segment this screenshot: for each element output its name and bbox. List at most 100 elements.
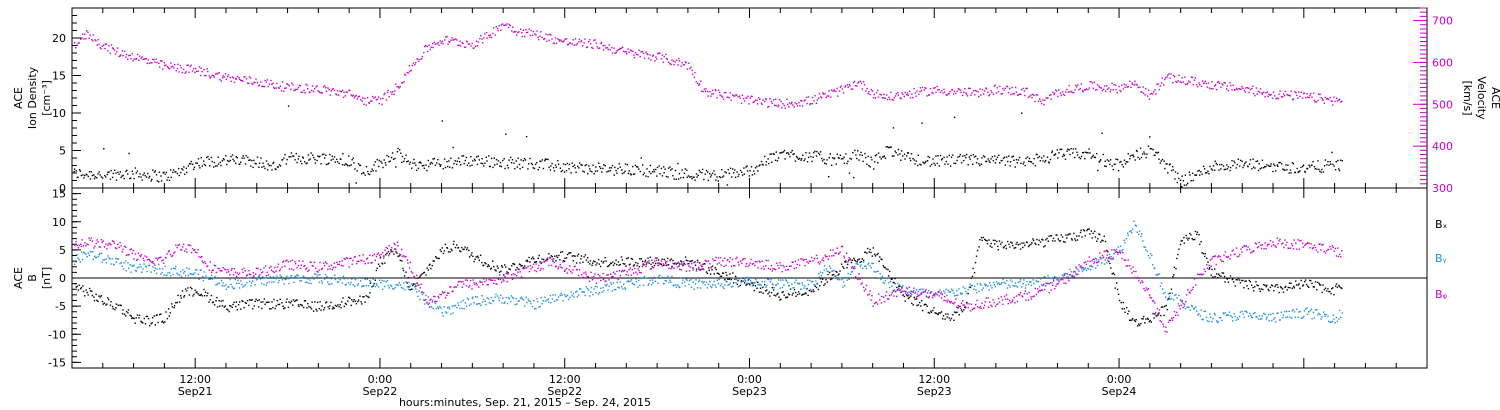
data-point — [1256, 160, 1259, 162]
data-point — [1280, 96, 1283, 98]
data-point — [1085, 88, 1088, 90]
data-point — [764, 100, 766, 103]
data-point — [939, 289, 941, 291]
data-point — [168, 68, 171, 70]
data-point — [422, 272, 425, 274]
data-point — [270, 269, 273, 272]
data-point — [1071, 239, 1073, 241]
data-point — [1309, 310, 1312, 312]
data-point — [855, 262, 857, 265]
data-point — [1298, 311, 1300, 313]
data-point — [166, 253, 168, 255]
data-point — [1101, 89, 1104, 92]
data-point — [758, 284, 760, 286]
data-point — [332, 88, 334, 90]
data-point — [162, 68, 164, 70]
data-point — [1060, 148, 1063, 151]
data-point — [1092, 154, 1094, 157]
data-point — [582, 291, 584, 293]
data-point — [213, 161, 216, 164]
data-point — [906, 288, 909, 290]
data-point — [225, 284, 227, 286]
data-point — [1070, 271, 1072, 273]
data-point — [1069, 153, 1071, 156]
data-point — [141, 56, 143, 58]
data-point — [274, 276, 276, 279]
data-point — [940, 291, 943, 293]
data-point — [446, 312, 448, 314]
data-point — [230, 269, 233, 271]
data-point — [256, 82, 259, 84]
data-point — [92, 34, 95, 36]
data-point — [278, 164, 281, 166]
data-point — [848, 172, 851, 174]
data-point — [193, 68, 195, 70]
data-point — [946, 316, 948, 318]
data-point — [449, 166, 451, 168]
data-point — [461, 155, 463, 157]
data-point — [929, 87, 932, 90]
data-point — [642, 277, 644, 279]
data-point — [243, 285, 245, 287]
data-point — [158, 66, 161, 68]
data-point — [1035, 153, 1038, 156]
data-point — [583, 291, 585, 293]
data-point — [474, 159, 476, 162]
data-point — [1133, 319, 1136, 321]
data-point — [375, 170, 377, 172]
data-point — [1164, 292, 1166, 294]
data-point — [503, 302, 505, 304]
data-point — [476, 255, 479, 257]
data-point — [1142, 318, 1144, 320]
data-point — [294, 159, 296, 161]
data-point — [1082, 229, 1085, 231]
data-point — [1121, 84, 1123, 86]
data-point — [231, 76, 234, 78]
data-point — [235, 162, 237, 164]
data-point — [503, 158, 505, 160]
data-point — [1023, 242, 1025, 244]
data-point — [611, 52, 614, 54]
data-point — [943, 156, 945, 159]
data-point — [452, 39, 454, 41]
data-point — [415, 288, 417, 290]
data-point — [647, 257, 649, 259]
data-point — [1208, 87, 1211, 89]
data-point — [877, 277, 880, 279]
data-point — [1001, 159, 1003, 162]
data-point — [156, 61, 158, 64]
data-point — [102, 177, 104, 179]
data-point — [1076, 151, 1078, 153]
data-point — [809, 288, 812, 290]
data-point — [165, 64, 167, 66]
data-point — [161, 60, 163, 62]
data-point — [1147, 318, 1149, 320]
data-point — [1069, 91, 1071, 93]
data-point — [1338, 309, 1341, 312]
data-point — [492, 32, 494, 35]
data-point — [568, 163, 571, 166]
data-point — [193, 166, 196, 168]
data-point — [1160, 160, 1162, 162]
data-point — [1233, 160, 1235, 162]
data-point — [397, 255, 399, 258]
data-point — [652, 262, 654, 264]
data-point — [1328, 164, 1330, 166]
data-point — [1058, 89, 1060, 91]
data-point — [897, 154, 899, 156]
data-point — [1289, 316, 1291, 318]
data-point — [1059, 277, 1061, 279]
data-point — [351, 95, 353, 97]
data-point — [775, 151, 777, 153]
data-point — [784, 158, 786, 160]
data-point — [536, 298, 538, 300]
data-point — [573, 44, 575, 46]
data-point — [766, 289, 768, 291]
data-point — [1078, 235, 1080, 237]
data-point — [665, 264, 668, 267]
data-point — [832, 273, 835, 276]
data-point — [994, 155, 996, 157]
data-point — [174, 171, 176, 173]
data-point — [539, 261, 541, 263]
